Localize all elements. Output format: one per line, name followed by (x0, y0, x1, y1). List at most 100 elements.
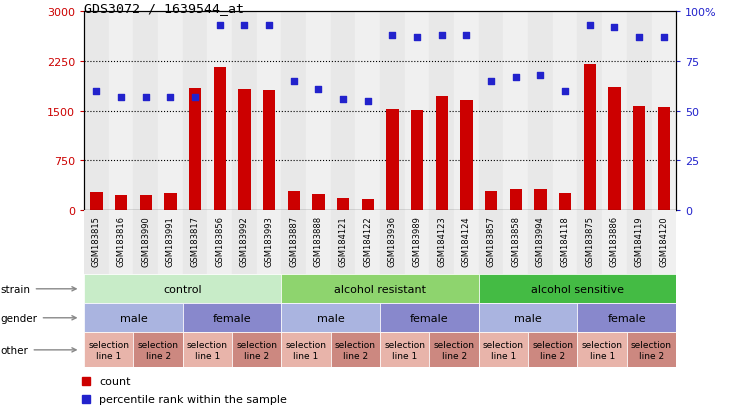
Point (140, 94, 151, 101)
Bar (115, 195, 127, 211)
Bar (208, 211, 232, 275)
Bar (355, 12, 380, 211)
Bar (232, 12, 257, 211)
Point (313, 86, 325, 93)
Point (436, 33, 447, 40)
Bar (454, 12, 479, 211)
Text: selection
line 2: selection line 2 (631, 340, 672, 360)
Bar (479, 211, 504, 275)
Point (263, 23, 275, 30)
Text: GSM183936: GSM183936 (388, 216, 397, 267)
Text: control: control (164, 284, 202, 294)
Bar (577, 332, 626, 368)
Bar (405, 12, 430, 211)
Text: selection
line 2: selection line 2 (137, 340, 178, 360)
Point (633, 35, 645, 41)
Text: selection
line 2: selection line 2 (532, 340, 573, 360)
Point (288, 78, 300, 85)
Text: selection
line 1: selection line 1 (88, 340, 129, 360)
Point (115, 94, 127, 101)
Bar (380, 304, 479, 332)
Bar (411, 111, 423, 211)
Text: GSM184120: GSM184120 (659, 216, 668, 266)
Point (609, 25, 621, 31)
Bar (164, 194, 177, 211)
Text: strain: strain (1, 284, 76, 294)
Bar (430, 12, 454, 211)
Point (461, 33, 472, 40)
Point (658, 35, 670, 41)
Text: GSM184121: GSM184121 (338, 216, 348, 266)
Bar (238, 90, 251, 211)
Bar (577, 12, 602, 211)
Text: male: male (317, 313, 344, 323)
Text: selection
line 2: selection line 2 (236, 340, 277, 360)
Bar (386, 109, 398, 211)
Text: GSM184119: GSM184119 (635, 216, 644, 266)
Bar (454, 211, 479, 275)
Bar (479, 304, 577, 332)
Text: GSM183991: GSM183991 (166, 216, 175, 266)
Bar (84, 275, 281, 304)
Bar (158, 12, 183, 211)
Text: GSM183856: GSM183856 (215, 216, 224, 267)
Bar (479, 332, 528, 368)
Bar (189, 88, 201, 211)
Text: GSM183994: GSM183994 (536, 216, 545, 266)
Bar (436, 97, 448, 211)
Bar (577, 211, 602, 275)
Bar (84, 12, 109, 211)
Bar (330, 332, 380, 368)
Bar (281, 332, 331, 368)
Bar (627, 211, 651, 275)
Text: selection
line 1: selection line 1 (483, 340, 524, 360)
Bar (281, 12, 306, 211)
Bar (263, 90, 276, 211)
Bar (553, 211, 577, 275)
Bar (430, 211, 454, 275)
Text: GSM183989: GSM183989 (412, 216, 422, 266)
Bar (109, 12, 134, 211)
Bar (528, 211, 553, 275)
Bar (312, 195, 325, 211)
Text: GDS3072 / 1639544_at: GDS3072 / 1639544_at (84, 2, 244, 15)
Text: selection
line 2: selection line 2 (335, 340, 376, 360)
Bar (183, 304, 281, 332)
Bar (213, 68, 226, 211)
Bar (257, 12, 281, 211)
Text: GSM183993: GSM183993 (265, 216, 273, 266)
Bar (626, 332, 676, 368)
Bar (627, 12, 651, 211)
Text: female: female (410, 313, 449, 323)
Text: male: male (515, 313, 542, 323)
Text: selection
line 1: selection line 1 (187, 340, 228, 360)
Point (412, 35, 423, 41)
Bar (577, 304, 676, 332)
Bar (84, 332, 133, 368)
Bar (109, 211, 134, 275)
Point (164, 94, 176, 101)
Bar (380, 12, 405, 211)
Text: alcohol resistant: alcohol resistant (334, 284, 426, 294)
Bar (583, 65, 596, 211)
Bar (633, 107, 645, 211)
Bar (405, 211, 430, 275)
Bar (330, 211, 355, 275)
Text: GSM183992: GSM183992 (240, 216, 249, 266)
Point (238, 23, 250, 30)
Text: GSM184122: GSM184122 (363, 216, 372, 266)
Point (559, 88, 571, 95)
Text: GSM183815: GSM183815 (92, 216, 101, 266)
Bar (140, 195, 152, 211)
Bar (504, 12, 528, 211)
Bar (602, 12, 627, 211)
Bar (430, 332, 479, 368)
Bar (510, 190, 522, 211)
Bar (362, 199, 374, 211)
Bar (528, 12, 553, 211)
Text: selection
line 1: selection line 1 (385, 340, 425, 360)
Bar (183, 211, 208, 275)
Point (534, 73, 546, 79)
Bar (330, 12, 355, 211)
Text: GSM183817: GSM183817 (191, 216, 200, 267)
